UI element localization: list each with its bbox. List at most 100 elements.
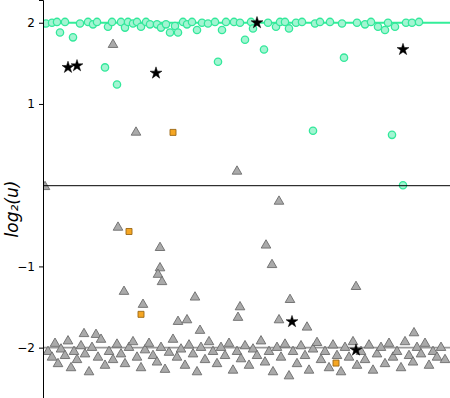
point: [131, 127, 141, 135]
point: [424, 360, 434, 368]
point: [316, 354, 326, 362]
point: [180, 360, 190, 368]
point: [274, 314, 284, 322]
point: [144, 338, 154, 346]
point: [326, 18, 333, 25]
point: [128, 336, 138, 344]
point: [204, 20, 211, 27]
point: [367, 18, 374, 25]
point: [211, 18, 218, 25]
point: [312, 337, 322, 345]
point: [138, 299, 148, 307]
point: [192, 366, 202, 374]
point: [157, 276, 167, 284]
point: [190, 292, 200, 300]
point: [60, 350, 70, 358]
point: [196, 342, 206, 350]
point: [368, 365, 378, 373]
point: [267, 259, 277, 267]
y-axis-line: [39, 1, 44, 398]
point: [292, 358, 302, 366]
series-triangle: [43, 39, 450, 379]
point: [374, 23, 381, 30]
point: [152, 357, 162, 365]
x-axis: [44, 186, 450, 190]
point: [184, 340, 194, 348]
point: [87, 342, 97, 350]
y-tick: −2: [17, 341, 43, 355]
point: [432, 352, 442, 360]
point: [63, 336, 73, 344]
point: [120, 358, 130, 366]
y-tick-mark: [39, 23, 43, 24]
point: [348, 336, 358, 344]
point: [146, 21, 153, 28]
point: [338, 20, 345, 27]
y-tick: −1: [17, 260, 43, 274]
point: [160, 364, 170, 372]
point: [119, 286, 129, 294]
point: [66, 362, 76, 370]
point: [384, 338, 394, 346]
point: [71, 60, 83, 71]
point: [53, 18, 60, 25]
point: [288, 346, 298, 354]
y-tick-label: −2: [17, 341, 35, 355]
point: [309, 127, 316, 134]
point: [150, 67, 162, 78]
point: [232, 346, 242, 354]
point: [344, 352, 354, 360]
point: [388, 131, 395, 138]
point: [113, 81, 120, 88]
point: [353, 19, 360, 26]
point: [304, 365, 314, 373]
point: [352, 360, 362, 368]
point: [381, 26, 388, 33]
point: [236, 19, 243, 26]
point: [302, 322, 312, 330]
point: [47, 352, 57, 360]
point: [240, 340, 250, 348]
point: [261, 240, 271, 248]
point: [108, 18, 115, 25]
point: [420, 338, 430, 346]
x-axis-line: [44, 186, 450, 190]
point: [236, 353, 246, 361]
point: [138, 311, 144, 317]
point: [285, 294, 295, 302]
point: [204, 336, 214, 344]
point: [61, 18, 68, 25]
point: [333, 360, 339, 366]
point: [316, 18, 323, 25]
point: [336, 366, 346, 374]
point: [440, 354, 450, 362]
y-tick-label: 2: [27, 16, 35, 30]
point: [218, 26, 225, 33]
point: [284, 371, 294, 379]
point: [168, 334, 178, 342]
point: [233, 312, 243, 320]
point: [251, 16, 263, 27]
series-circle: [43, 18, 423, 189]
point: [214, 58, 221, 65]
point: [166, 29, 173, 36]
point: [155, 242, 165, 250]
series-square: [126, 129, 339, 366]
y-tick: 2: [27, 16, 43, 30]
point: [93, 352, 103, 360]
point: [172, 352, 182, 360]
point: [84, 366, 94, 374]
point: [108, 354, 118, 362]
point: [53, 358, 63, 366]
point: [188, 18, 195, 25]
point: [436, 342, 446, 350]
point: [351, 281, 361, 289]
y-tick: 1: [27, 97, 43, 111]
point: [264, 19, 271, 26]
y-tick-mark: [39, 266, 43, 267]
point: [101, 64, 108, 71]
point: [235, 301, 245, 309]
point: [241, 36, 248, 43]
point: [50, 338, 60, 346]
point: [268, 366, 278, 374]
